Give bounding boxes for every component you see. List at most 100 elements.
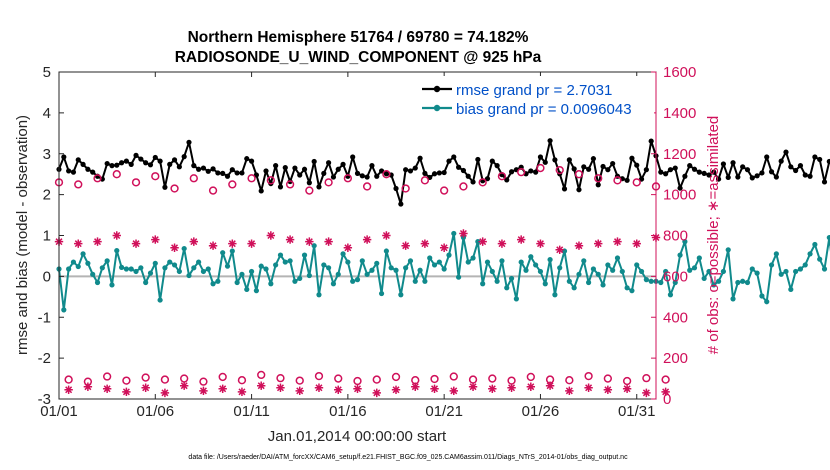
rmse-point [326, 160, 332, 166]
assimilated-obs-marker [343, 243, 353, 252]
bias-point [176, 268, 182, 275]
bias-point [629, 288, 635, 294]
rmse-point [537, 154, 544, 160]
bias-point [537, 268, 544, 275]
assimilated-obs-marker [391, 385, 401, 394]
rmse-point [547, 138, 553, 144]
rmse-point [552, 157, 558, 163]
y-axis-left: -3 -2 -1 0 1 2 3 4 5 [38, 64, 64, 408]
possible-obs-marker [449, 372, 458, 381]
bias-point [715, 278, 722, 284]
rmse-point [282, 165, 288, 171]
possible-obs-marker [276, 374, 285, 383]
assimilated-obs-marker [372, 388, 381, 398]
assimilated-obs-marker [613, 237, 622, 246]
rmse-point [624, 177, 630, 183]
bias-point [663, 268, 669, 275]
rmse-point [364, 174, 370, 180]
assimilated-obs-marker [594, 239, 603, 248]
rmse-point [634, 162, 640, 168]
rmse-point [571, 166, 577, 172]
rmse-point [147, 162, 154, 168]
bias-point [407, 258, 414, 264]
rmse-point [749, 175, 755, 181]
rmse-point [61, 154, 67, 160]
rmse-point [456, 164, 462, 170]
rmse-point [109, 163, 115, 169]
bias-point [504, 285, 510, 291]
rmse-point [465, 173, 471, 179]
possible-obs-marker [324, 178, 333, 187]
rmse-point [802, 172, 808, 178]
y-axis-left-label: rmse and bias (model - observation) [14, 115, 31, 355]
bias-point [494, 278, 500, 284]
chart-title-line2: RADIOSONDE_U_WIND_COMPONENT @ 925 hPa [175, 49, 542, 66]
assimilated-obs-marker [411, 382, 420, 391]
assimilated-obs-marker [497, 239, 507, 248]
bias-point [499, 258, 505, 264]
bias-point [383, 248, 389, 254]
rmse-point [460, 167, 467, 174]
possible-obs-marker [343, 174, 353, 183]
possible-obs-marker [632, 178, 641, 187]
possible-obs-marker [208, 186, 218, 195]
assimilated-obs-marker [642, 388, 651, 398]
possible-obs-marker [584, 371, 593, 381]
rmse-point [244, 156, 250, 162]
bias-point [85, 260, 91, 266]
possible-obs-marker [160, 375, 170, 384]
possible-obs-marker [382, 170, 391, 179]
bias-point [109, 282, 115, 288]
assimilated-obs-marker [93, 237, 102, 246]
bias-point [244, 286, 250, 293]
assimilated-obs-marker [468, 382, 478, 391]
x-tick-label: 01/21 [425, 403, 463, 420]
rmse-point [677, 185, 683, 191]
bias-point [90, 271, 96, 277]
bias-point [706, 268, 712, 275]
assimilated-obs-marker [661, 387, 670, 397]
bias-point [234, 279, 240, 286]
possible-obs-marker [555, 165, 564, 175]
y-right-tick-label: 800 [663, 228, 688, 245]
y-right-tick-label: 600 [663, 268, 688, 285]
possible-obs-marker [353, 376, 362, 386]
rmse-point [778, 158, 784, 164]
bias-point [162, 265, 168, 271]
bias-point [744, 279, 751, 286]
assimilated-obs-marker [276, 383, 285, 392]
bias-point [677, 252, 683, 258]
rmse-point [292, 165, 298, 171]
bias-point [94, 279, 101, 286]
bias-point [730, 296, 736, 302]
y-left-tick-label: 5 [43, 64, 51, 81]
bias-point [465, 259, 471, 265]
bias-point [210, 281, 216, 287]
possible-obs-marker [642, 374, 651, 383]
assimilated-obs-marker [314, 383, 324, 392]
assimilated-obs-marker [170, 243, 179, 252]
rmse-point [66, 168, 72, 174]
rmse-point [533, 169, 539, 175]
rmse-point [186, 139, 192, 145]
rmse-point [335, 166, 341, 172]
rmse-point [494, 163, 500, 169]
bias-point [287, 258, 293, 264]
possible-obs-marker [64, 375, 73, 384]
bias-point [263, 266, 269, 272]
y-left-tick-label: 1 [43, 228, 51, 245]
assimilated-obs-marker [324, 237, 333, 246]
rmse-point [311, 158, 317, 165]
bias-point [224, 263, 231, 269]
bias-point [427, 255, 433, 261]
possible-obs-marker [372, 375, 381, 384]
rmse-point [508, 169, 515, 175]
assimilated-obs-marker [603, 385, 613, 394]
bias-point [600, 282, 606, 288]
bias-point [619, 268, 625, 275]
rmse-point [383, 171, 389, 177]
bias-point [610, 267, 616, 273]
bias-point [691, 265, 698, 271]
y-left-tick-label: 0 [43, 268, 51, 285]
bias-point [812, 241, 818, 248]
